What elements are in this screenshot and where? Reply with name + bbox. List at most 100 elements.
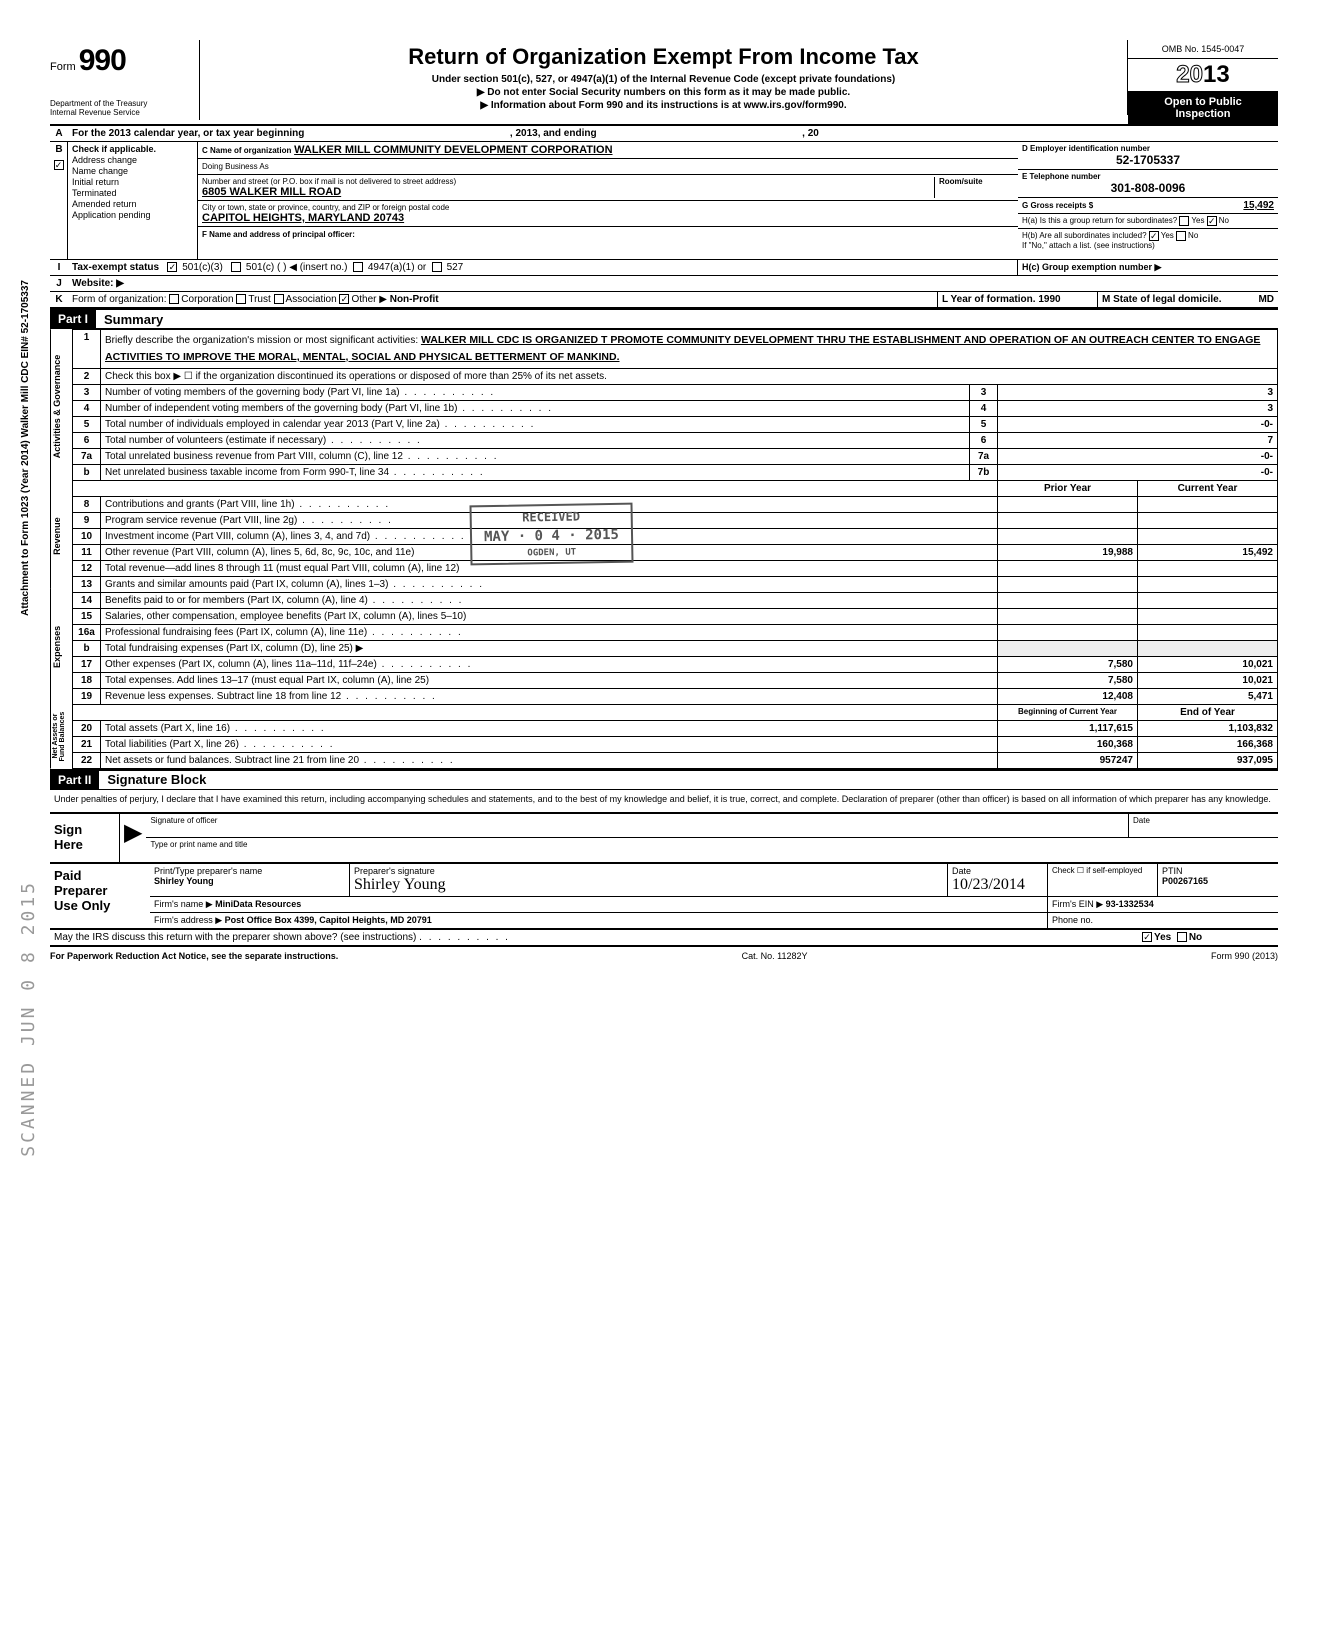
- firm-name-label: Firm's name ▶: [154, 899, 213, 909]
- l3-ref: 3: [970, 384, 998, 400]
- city-label: City or town, state or province, country…: [202, 203, 1014, 212]
- l4-text: Number of independent voting members of …: [101, 400, 970, 416]
- chk-corp[interactable]: [169, 294, 179, 304]
- discuss-no[interactable]: [1177, 932, 1187, 942]
- chk-trust[interactable]: [236, 294, 246, 304]
- discuss-yes[interactable]: ✓: [1142, 932, 1152, 942]
- other-value: Non-Profit: [390, 294, 439, 305]
- hb-no[interactable]: [1176, 231, 1186, 241]
- right-info: D Employer identification number 52-1705…: [1018, 142, 1278, 259]
- letter-k: K: [50, 292, 68, 307]
- footer-left: For Paperwork Reduction Act Notice, see …: [50, 951, 338, 961]
- phone-value: 301-808-0096: [1022, 181, 1274, 195]
- l8-num: 8: [73, 496, 101, 512]
- b-label: Check if applicable.: [72, 144, 193, 154]
- l6-ref: 6: [970, 432, 998, 448]
- check-if-applicable: Check if applicable. Address change Name…: [68, 142, 198, 259]
- hdr-end: End of Year: [1138, 704, 1278, 720]
- addr-label: Number and street (or P.O. box if mail i…: [202, 177, 934, 186]
- l15-prior: [998, 608, 1138, 624]
- l4-val: 3: [998, 400, 1278, 416]
- year-outline: 20: [1176, 61, 1203, 88]
- org-name: WALKER MILL COMMUNITY DEVELOPMENT CORPOR…: [294, 144, 612, 156]
- l16a-curr: [1138, 624, 1278, 640]
- chk-initial-return[interactable]: Initial return: [72, 177, 193, 187]
- type-name-label: Type or print name and title: [146, 838, 251, 862]
- line-i: I Tax-exempt status ✓ 501(c)(3) 501(c) (…: [50, 260, 1278, 276]
- l2-num: 2: [73, 368, 101, 384]
- l15-text: Salaries, other compensation, employee b…: [101, 608, 998, 624]
- l7a-num: 7a: [73, 448, 101, 464]
- open-line-2: Inspection: [1132, 108, 1274, 120]
- letter-a: A: [50, 126, 68, 141]
- open-to-public: Open to Public Inspection: [1128, 92, 1278, 124]
- firm-addr-label: Firm's address ▶: [154, 915, 222, 925]
- l18-num: 18: [73, 672, 101, 688]
- l16b-prior: [998, 640, 1138, 656]
- l21-curr: 166,368: [1138, 736, 1278, 752]
- j-label: Website: ▶: [72, 278, 124, 289]
- omb-number: OMB No. 1545-0047: [1128, 40, 1278, 59]
- discuss-row: May the IRS discuss this return with the…: [50, 930, 1278, 947]
- l21-text: Total liabilities (Part X, line 26): [101, 736, 998, 752]
- dept-line-2: Internal Revenue Service: [50, 109, 193, 118]
- l10-num: 10: [73, 528, 101, 544]
- chk-amended[interactable]: Amended return: [72, 199, 193, 209]
- opt-assoc: Association: [286, 294, 337, 305]
- form-number: Form 990: [50, 44, 193, 78]
- form-header: Form 990 Department of the Treasury Inte…: [50, 40, 1278, 126]
- l4-ref: 4: [970, 400, 998, 416]
- chk-label-1: Name change: [72, 166, 128, 176]
- room-label: Room/suite: [939, 177, 1014, 186]
- chk-501c[interactable]: [231, 262, 241, 272]
- chk-name-change[interactable]: Name change: [72, 166, 193, 176]
- prep-sig-label: Preparer's signature: [354, 866, 943, 876]
- l10-text: Investment income (Part VIII, column (A)…: [101, 528, 998, 544]
- l16b-curr: [1138, 640, 1278, 656]
- l1-num: 1: [73, 330, 101, 369]
- l22-num: 22: [73, 752, 101, 768]
- m-value: MD: [1258, 294, 1274, 305]
- sign-here-block: Sign Here ▶ Signature of officer Date Ty…: [50, 812, 1278, 864]
- part-2-header: Part II Signature Block: [50, 769, 1278, 790]
- l13-curr: [1138, 576, 1278, 592]
- l7b-num: b: [73, 464, 101, 480]
- l16a-prior: [998, 624, 1138, 640]
- chk-pending[interactable]: Application pending: [72, 210, 193, 220]
- l5-num: 5: [73, 416, 101, 432]
- l19-text: Revenue less expenses. Subtract line 18 …: [101, 688, 998, 704]
- prep-name-label: Print/Type preparer's name: [154, 866, 345, 876]
- chk-assoc[interactable]: [274, 294, 284, 304]
- ein-value: 52-1705337: [1022, 153, 1274, 167]
- chk-address-change[interactable]: Address change: [72, 155, 193, 165]
- sidebar-governance: Activities & Governance: [50, 329, 72, 484]
- ha-yes[interactable]: [1179, 216, 1189, 226]
- l14-num: 14: [73, 592, 101, 608]
- l12-text: Total revenue—add lines 8 through 11 (mu…: [101, 560, 998, 576]
- self-employed-check[interactable]: Check ☐ if self-employed: [1048, 864, 1158, 896]
- org-city: CAPITOL HEIGHTS, MARYLAND 20743: [202, 212, 1014, 224]
- form-prefix: Form: [50, 61, 76, 73]
- l21-prior: 160,368: [998, 736, 1138, 752]
- l8-curr: [1138, 496, 1278, 512]
- opt-other: Other ▶: [351, 294, 386, 305]
- ha-no[interactable]: ✓: [1207, 216, 1217, 226]
- l20-curr: 1,103,832: [1138, 720, 1278, 736]
- paid-label-3: Use Only: [54, 898, 146, 913]
- gross-receipts: 15,492: [1243, 200, 1274, 211]
- chk-527[interactable]: [432, 262, 442, 272]
- chk-other[interactable]: ✓: [339, 294, 349, 304]
- checkbox-b-master[interactable]: ✓: [54, 160, 64, 170]
- l-label: L Year of formation.: [942, 294, 1036, 305]
- c-name-label: C Name of organization: [202, 146, 291, 155]
- chk-4947[interactable]: [353, 262, 363, 272]
- f-label: F Name and address of principal officer:: [202, 230, 355, 239]
- chk-501c3[interactable]: ✓: [167, 262, 177, 272]
- l13-text: Grants and similar amounts paid (Part IX…: [101, 576, 998, 592]
- chk-terminated[interactable]: Terminated: [72, 188, 193, 198]
- letter-i: I: [50, 260, 68, 275]
- year-bold: 13: [1203, 61, 1230, 88]
- hb-yes[interactable]: ✓: [1149, 231, 1159, 241]
- chk-label-3: Terminated: [72, 188, 117, 198]
- line-j: J Website: ▶: [50, 276, 1278, 292]
